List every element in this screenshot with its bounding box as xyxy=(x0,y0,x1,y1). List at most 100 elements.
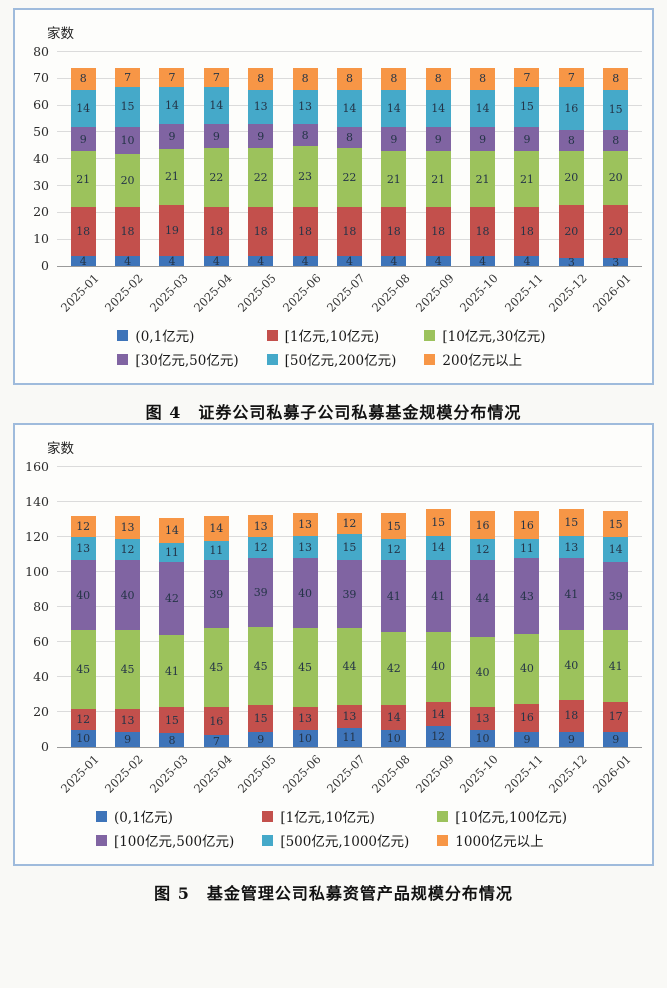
bar-segment: 11 xyxy=(159,542,185,562)
legend-swatch-icon xyxy=(424,353,436,365)
bar-segment: 45 xyxy=(292,628,318,708)
bar-2025-03: 4 19 21 9 14 7 xyxy=(159,68,185,267)
bar-segment: 12 xyxy=(381,539,407,561)
y-tick-label: 80 xyxy=(33,598,49,614)
bar-value-label: 8 xyxy=(301,72,309,86)
bar-2025-09: 4 18 21 9 14 8 xyxy=(425,68,451,267)
bar-2025-02: 4 18 20 10 15 7 xyxy=(115,68,141,268)
bar-value-label: 21 xyxy=(475,172,490,186)
x-tick-label: 2025-09 xyxy=(412,271,457,316)
y-axis: 0 20 40 60 80 100 120 140 160 xyxy=(21,460,57,752)
bar-value-label: 21 xyxy=(386,172,401,186)
bar-segment: 40 xyxy=(70,560,96,631)
x-tick-label: 2025-10 xyxy=(457,752,501,797)
bar-value-label: 9 xyxy=(212,129,220,143)
x-slot: 2026-01 xyxy=(590,748,634,804)
bar-value-label: 40 xyxy=(120,588,135,602)
x-axis: 2025-01 2025-02 2025-03 2025-04 2025-05 2025-… xyxy=(21,267,642,323)
bar-segment: 10 xyxy=(292,729,318,748)
bar-value-label: 8 xyxy=(345,131,353,145)
bar-segment: 15 xyxy=(115,86,141,128)
bar-segment: 12 xyxy=(248,537,274,559)
bar-segment: 7 xyxy=(115,68,141,87)
y-tick-label: 50 xyxy=(33,123,49,139)
bar-value-label: 20 xyxy=(120,174,135,188)
bar-value-label: 15 xyxy=(253,712,268,726)
bar-value-label: 11 xyxy=(164,545,179,559)
y-tick-label: 140 xyxy=(25,493,49,509)
bar-segment: 7 xyxy=(203,735,229,748)
y-tick-label: 100 xyxy=(25,563,49,579)
bar-value-label: 8 xyxy=(168,733,176,747)
x-tick-label: 2025-03 xyxy=(146,271,191,316)
bar-value-label: 45 xyxy=(253,659,268,673)
bar-segment: 7 xyxy=(159,68,185,87)
bar-value-label: 8 xyxy=(612,133,620,147)
bar-2025-07: 11 13 44 39 15 12 xyxy=(336,512,362,748)
bar-segment: 12 xyxy=(470,539,496,561)
bar-value-label: 9 xyxy=(523,733,531,747)
bar-value-label: 14 xyxy=(209,99,224,113)
bar-value-label: 15 xyxy=(120,100,135,114)
bar-segment: 13 xyxy=(336,705,362,729)
bar-value-label: 16 xyxy=(519,711,534,725)
bar-segment: 21 xyxy=(381,151,407,208)
bar-segment: 3 xyxy=(603,257,629,268)
bar-value-label: 20 xyxy=(608,171,623,185)
bar-2025-10: 10 13 40 44 12 16 xyxy=(470,511,496,748)
bar-value-label: 15 xyxy=(519,100,534,114)
bar-value-label: 40 xyxy=(76,588,91,602)
bar-2025-01: 10 12 45 40 13 12 xyxy=(70,516,96,748)
bar-value-label: 14 xyxy=(475,101,490,115)
bar-segment: 9 xyxy=(248,124,274,149)
bar-2025-11: 4 18 21 9 15 7 xyxy=(514,68,540,267)
bar-2025-08: 4 18 21 9 14 8 xyxy=(381,68,407,267)
bar-value-label: 12 xyxy=(76,712,91,726)
x-tick-label: 2025-05 xyxy=(235,271,280,316)
bar-segment: 14 xyxy=(70,89,96,128)
bar-value-label: 12 xyxy=(342,516,357,530)
x-slot: 2025-10 xyxy=(457,748,501,804)
bar-value-label: 8 xyxy=(479,72,487,86)
bar-segment: 4 xyxy=(292,256,318,267)
bar-segment: 8 xyxy=(336,127,362,149)
x-slot: 2025-10 xyxy=(457,267,501,323)
bar-segment: 18 xyxy=(70,207,96,256)
bar-value-label: 4 xyxy=(124,254,132,268)
legend-label: [100亿元,500亿元) xyxy=(113,834,235,851)
bar-segment: 20 xyxy=(558,151,584,205)
bar-value-label: 40 xyxy=(475,665,490,679)
y-tick-label: 0 xyxy=(41,257,49,273)
bar-segment: 8 xyxy=(159,733,185,748)
legend-item: 200亿元以上 xyxy=(424,349,545,369)
bar-segment: 10 xyxy=(470,729,496,748)
legend-item: [30亿元,50亿元) xyxy=(117,349,239,369)
legend-label: [1亿元,10亿元) xyxy=(280,810,375,827)
bar-value-label: 10 xyxy=(298,732,313,746)
bar-value-label: 18 xyxy=(519,225,534,239)
x-slot: 2025-05 xyxy=(235,267,279,323)
x-slot: 2025-06 xyxy=(280,748,324,804)
bar-segment: 9 xyxy=(425,127,451,152)
bar-segment: 13 xyxy=(292,89,318,125)
bar-segment: 13 xyxy=(558,535,584,559)
bar-value-label: 8 xyxy=(434,72,442,86)
bar-segment: 40 xyxy=(292,558,318,629)
legend-label: (0,1亿元) xyxy=(113,810,173,827)
bar-segment: 18 xyxy=(558,700,584,732)
bar-value-label: 13 xyxy=(564,540,579,554)
bar-segment: 15 xyxy=(159,707,185,734)
bar-segment: 41 xyxy=(381,560,407,632)
bar-value-label: 39 xyxy=(253,586,268,600)
bar-segment: 8 xyxy=(603,129,629,152)
bar-value-label: 42 xyxy=(164,592,179,606)
bar-segment: 18 xyxy=(248,207,274,256)
bar-segment: 9 xyxy=(159,124,185,149)
bar-value-label: 10 xyxy=(76,732,91,746)
bar-segment: 14 xyxy=(336,89,362,128)
plot-row: 0 20 40 60 80 100 120 140 160 10 12 45 40 13 12 9 13 45 40… xyxy=(21,460,642,752)
bar-value-label: 18 xyxy=(120,225,135,239)
bar-value-label: 7 xyxy=(567,70,575,84)
x-tick-label: 2025-06 xyxy=(279,271,324,316)
bar-segment: 9 xyxy=(470,127,496,152)
